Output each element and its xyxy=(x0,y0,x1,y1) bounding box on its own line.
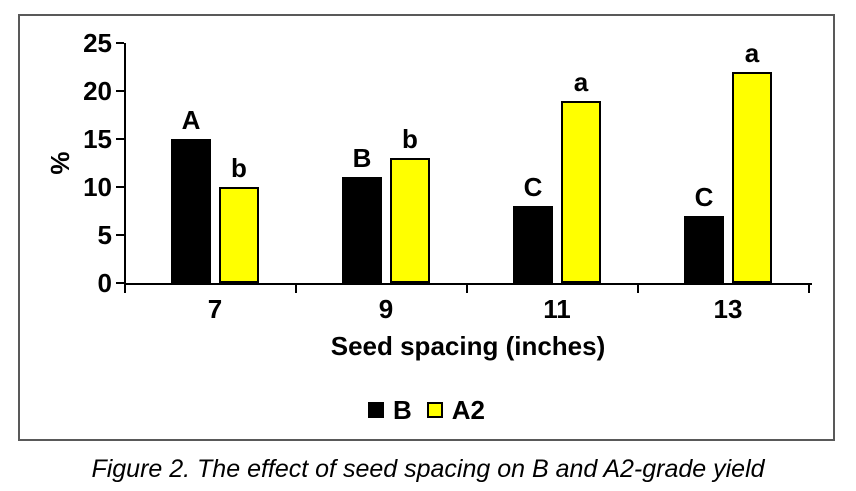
y-tick xyxy=(116,42,124,44)
bar-b-7 xyxy=(171,139,211,283)
y-tick xyxy=(116,90,124,92)
y-tick xyxy=(116,234,124,236)
y-tick-label: 25 xyxy=(83,28,112,58)
y-axis-line xyxy=(124,43,126,285)
bar-label-a2-7: b xyxy=(231,153,247,183)
bar-label-b-7: A xyxy=(181,105,201,135)
x-tick-label-11: 11 xyxy=(543,294,571,324)
bar-a2-7 xyxy=(219,187,259,283)
bar-b-11 xyxy=(513,206,553,283)
bar-label-b-13: C xyxy=(694,182,714,212)
bar-label-a2-13: a xyxy=(744,38,760,68)
x-tick xyxy=(295,283,297,293)
legend-label-b: B xyxy=(392,395,412,425)
y-tick xyxy=(116,138,124,140)
y-tick-label: 15 xyxy=(83,124,112,154)
x-tick-label-13: 13 xyxy=(713,294,743,324)
bar-a2-9 xyxy=(390,158,430,283)
bar-label-a2-9: b xyxy=(402,124,418,154)
y-tick xyxy=(116,282,124,284)
x-axis-title: Seed spacing (inches) xyxy=(330,331,606,361)
bar-b-13 xyxy=(684,216,724,283)
x-axis-line xyxy=(124,283,812,285)
y-tick-label: 0 xyxy=(97,268,112,298)
x-tick xyxy=(124,283,126,293)
y-tick-label: 5 xyxy=(97,220,112,250)
y-tick-label: 10 xyxy=(83,172,112,202)
legend-swatch-a2-icon xyxy=(426,402,443,418)
y-tick-label: 20 xyxy=(83,76,112,106)
x-tick xyxy=(466,283,468,293)
legend-label-a2: A2 xyxy=(451,395,486,425)
x-tick-label-9: 9 xyxy=(378,294,394,324)
figure-caption: Figure 2. The effect of seed spacing on … xyxy=(91,455,765,483)
x-tick xyxy=(637,283,639,293)
x-tick xyxy=(808,283,810,293)
y-tick xyxy=(116,186,124,188)
legend: B A2 xyxy=(18,397,835,423)
bar-a2-13 xyxy=(732,72,772,283)
bar-b-9 xyxy=(342,177,382,283)
bar-a2-11 xyxy=(561,101,601,283)
legend-swatch-b-icon xyxy=(367,402,384,418)
x-tick-label-7: 7 xyxy=(207,294,223,324)
bar-label-a2-11: a xyxy=(573,67,589,97)
bar-label-b-9: B xyxy=(352,143,372,173)
bar-label-b-11: C xyxy=(523,172,543,202)
